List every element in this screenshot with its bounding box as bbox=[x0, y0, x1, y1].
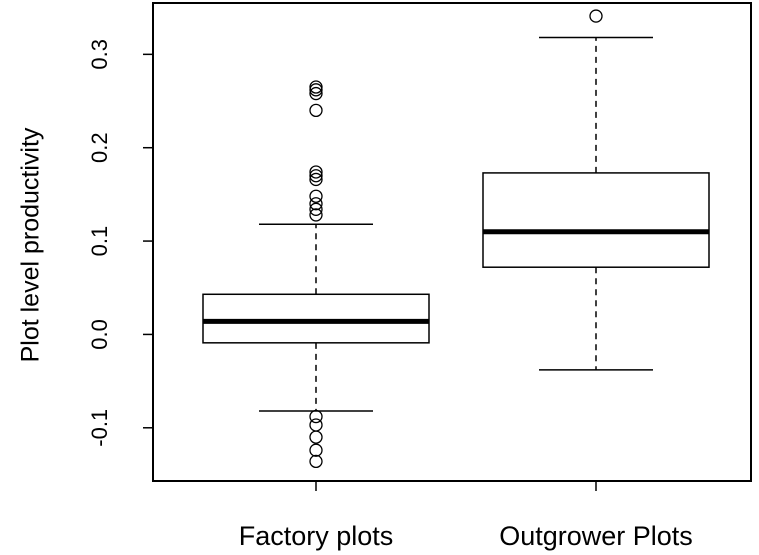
boxes-layer bbox=[202, 9, 710, 469]
outlier-point-14 bbox=[309, 443, 323, 457]
y-tick-label-1: 0.0 bbox=[87, 319, 112, 350]
plot-frame bbox=[152, 2, 752, 482]
outlier-point-15 bbox=[309, 454, 323, 469]
outlier-point-2 bbox=[309, 86, 323, 101]
x-axis: Factory plots Outgrower Plots bbox=[239, 481, 693, 551]
iqr-box bbox=[482, 172, 710, 268]
outlier-point-11 bbox=[309, 409, 323, 424]
outlier-point-13 bbox=[309, 430, 323, 444]
outlier-point-5 bbox=[309, 169, 323, 183]
outlier-point-6 bbox=[309, 172, 323, 187]
outlier-point-9 bbox=[309, 202, 323, 216]
y-axis: -0.1 0.0 0.1 0.2 0.3 bbox=[87, 39, 153, 447]
outlier-point-0 bbox=[589, 9, 603, 23]
outlier-point-12 bbox=[309, 418, 323, 432]
y-tick-label-0: -0.1 bbox=[87, 409, 112, 447]
x-category-label-1: Outgrower Plots bbox=[499, 521, 693, 551]
outlier-point-7 bbox=[309, 189, 323, 203]
iqr-box bbox=[202, 293, 430, 344]
y-tick-label-2: 0.1 bbox=[87, 226, 112, 257]
y-tick-label-4: 0.3 bbox=[87, 39, 112, 70]
outlier-point-3 bbox=[309, 103, 323, 118]
outlier-point-10 bbox=[309, 208, 323, 222]
outlier-point-4 bbox=[309, 165, 323, 179]
box-group-0 bbox=[202, 80, 430, 469]
outlier-point-8 bbox=[309, 197, 323, 211]
x-category-label-0: Factory plots bbox=[239, 521, 394, 551]
box-group-1 bbox=[482, 9, 710, 371]
y-tick-label-3: 0.2 bbox=[87, 132, 112, 163]
y-axis-label: Plot level productivity bbox=[17, 127, 45, 362]
outlier-point-1 bbox=[309, 83, 323, 97]
